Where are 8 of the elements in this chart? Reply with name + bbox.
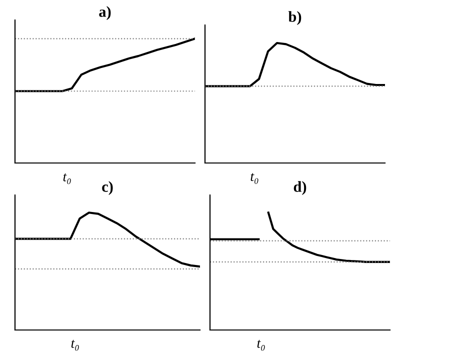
text: t₀: [63, 173, 71, 184]
text: t₀: [71, 340, 79, 351]
chart-title: c): [102, 181, 113, 195]
text: t₀: [250, 173, 258, 184]
text: t₀: [257, 340, 265, 351]
chart-title: a): [99, 6, 111, 20]
chart-title: d): [294, 181, 306, 195]
chart-title: b): [288, 11, 302, 25]
